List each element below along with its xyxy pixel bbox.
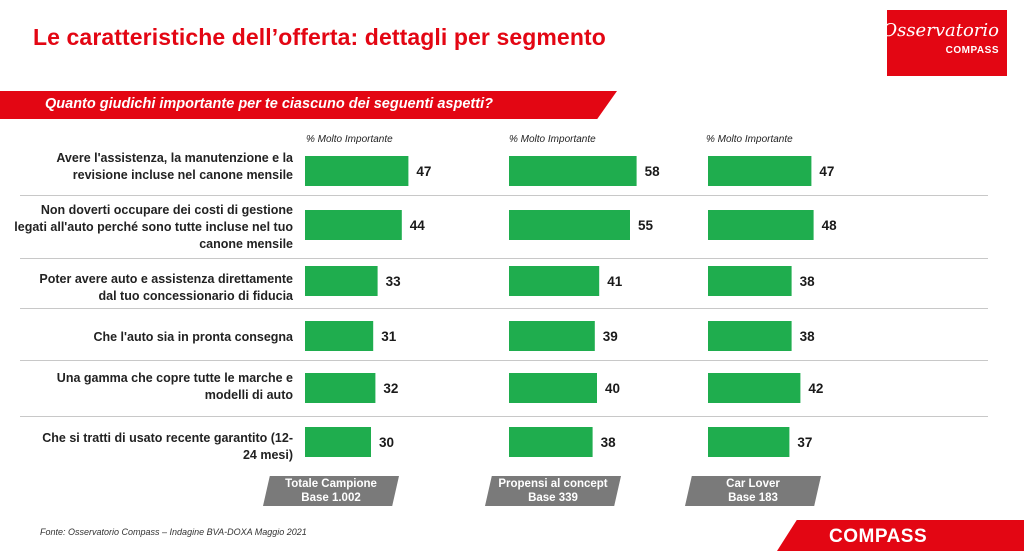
segment-label-propensi: Propensi al concept Base 339 — [485, 476, 621, 506]
segment-base-carlover: Base 183 — [728, 492, 778, 504]
value-label-propensi-6: 38 — [601, 435, 617, 450]
bar-totale-1 — [305, 156, 409, 186]
value-label-totale-3: 33 — [386, 274, 402, 289]
value-label-totale-2: 44 — [410, 218, 426, 233]
bar-totale-6 — [305, 427, 371, 457]
compass-brand: COMPASS — [829, 526, 928, 547]
value-label-totale-4: 31 — [381, 329, 397, 344]
bar-carlover-3 — [708, 266, 792, 296]
segment-base-propensi: Base 339 — [528, 492, 578, 504]
row-label-3: Poter avere auto e assistenza direttamen… — [39, 272, 293, 303]
footer-band — [777, 520, 1024, 551]
osservatorio-compass-logo: Osservatorio COMPASS — [882, 10, 1007, 76]
bar-carlover-2 — [708, 210, 814, 240]
segment-name-propensi: Propensi al concept — [498, 478, 608, 490]
value-label-propensi-3: 41 — [607, 274, 623, 289]
row-label-2: Non doverti occupare dei costi di gestio… — [14, 203, 293, 251]
value-label-propensi-2: 55 — [638, 218, 654, 233]
logo-script-text: Osservatorio — [882, 20, 999, 41]
value-label-propensi-1: 58 — [645, 164, 661, 179]
value-label-totale-1: 47 — [416, 164, 431, 179]
value-label-carlover-1: 47 — [819, 164, 834, 179]
row-separator — [20, 308, 988, 309]
bar-carlover-5 — [708, 373, 801, 403]
value-label-carlover-5: 42 — [808, 381, 823, 396]
row-label-1: Avere l'assistenza, la manutenzione e la… — [56, 151, 293, 182]
question-text: Quanto giudichi importante per te ciascu… — [45, 96, 493, 112]
measure-label-propensi: % Molto Importante — [509, 134, 596, 145]
row-separator — [20, 258, 988, 259]
segment-name-carlover: Car Lover — [726, 478, 780, 490]
segment-base-totale: Base 1.002 — [301, 492, 361, 504]
bar-totale-2 — [305, 210, 402, 240]
measure-label-totale: % Molto Importante — [306, 134, 393, 145]
page-title: Le caratteristiche dell’offerta: dettagl… — [33, 24, 606, 50]
bar-carlover-4 — [708, 321, 792, 351]
bar-propensi-2 — [509, 210, 630, 240]
question-banner — [0, 91, 617, 119]
row-label-4: Che l'auto sia in pronta consegna — [93, 330, 293, 344]
bar-totale-5 — [305, 373, 376, 403]
bar-propensi-4 — [509, 321, 595, 351]
row-label-5: Una gamma che copre tutte le marche e mo… — [56, 371, 293, 402]
bar-totale-4 — [305, 321, 374, 351]
bar-propensi-5 — [509, 373, 597, 403]
bar-propensi-3 — [509, 266, 600, 296]
row-separator — [20, 195, 988, 196]
value-label-carlover-2: 48 — [822, 218, 838, 233]
segment-name-totale: Totale Campione — [285, 478, 377, 490]
logo-sub-text: COMPASS — [945, 45, 999, 56]
value-label-carlover-6: 37 — [797, 435, 812, 450]
source-note: Fonte: Osservatorio Compass – Indagine B… — [40, 527, 307, 537]
value-label-carlover-4: 38 — [800, 329, 816, 344]
bar-carlover-1 — [708, 156, 812, 186]
bar-totale-3 — [305, 266, 378, 296]
bar-carlover-6 — [708, 427, 790, 457]
value-label-totale-5: 32 — [383, 381, 398, 396]
row-label-6: Che si tratti di usato recente garantito… — [42, 431, 293, 462]
value-label-propensi-5: 40 — [605, 381, 620, 396]
measure-label-carlover: % Molto Importante — [706, 134, 793, 145]
bar-propensi-1 — [509, 156, 637, 186]
value-label-carlover-3: 38 — [800, 274, 816, 289]
segment-label-carlover: Car Lover Base 183 — [685, 476, 821, 506]
segment-label-totale: Totale Campione Base 1.002 — [263, 476, 399, 506]
value-label-propensi-4: 39 — [603, 329, 618, 344]
bar-propensi-6 — [509, 427, 593, 457]
row-separator — [20, 416, 988, 417]
value-label-totale-6: 30 — [379, 435, 394, 450]
row-separator — [20, 360, 988, 361]
